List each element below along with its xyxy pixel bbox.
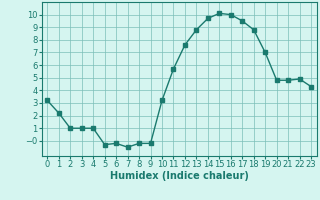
X-axis label: Humidex (Indice chaleur): Humidex (Indice chaleur) <box>110 171 249 181</box>
